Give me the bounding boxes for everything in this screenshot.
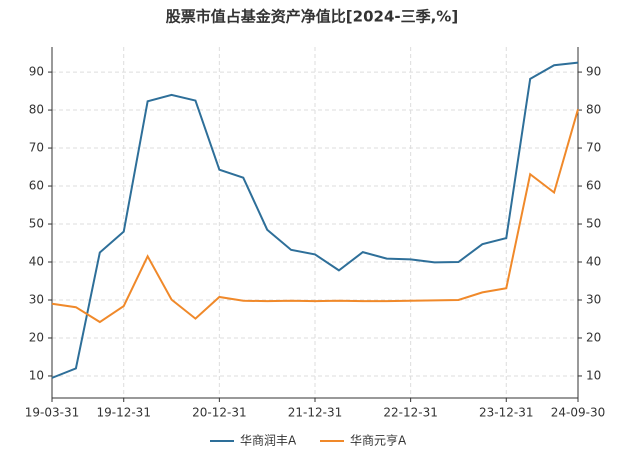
legend-label: 华商润丰A	[240, 433, 297, 448]
y-tick-label: 10	[29, 368, 44, 382]
chart-title: 股票市值占基金资产净值比[2024-三季,%]	[166, 8, 458, 26]
x-tick-label: 24-09-30	[551, 406, 605, 420]
y2-tick-label: 10	[586, 368, 601, 382]
x-tick-label: 19-03-31	[25, 406, 79, 420]
y2-tick-label: 90	[586, 65, 601, 79]
x-tick-label: 23-12-31	[479, 406, 533, 420]
y-tick-label: 20	[29, 330, 44, 344]
y-tick-label: 90	[29, 65, 44, 79]
series-line	[51, 61, 579, 379]
series-line	[51, 109, 579, 324]
legend-label: 华商元亨A	[350, 433, 407, 448]
y-tick-label: 80	[29, 103, 44, 117]
y2-tick-label: 30	[586, 292, 601, 306]
y-tick-label: 30	[29, 292, 44, 306]
x-tick-label: 22-12-31	[383, 406, 437, 420]
y2-tick-label: 20	[586, 330, 601, 344]
y2-tick-label: 80	[586, 103, 601, 117]
x-tick-label: 20-12-31	[192, 406, 246, 420]
y2-tick-label: 40	[586, 255, 601, 269]
x-tick-label: 21-12-31	[288, 406, 342, 420]
y-tick-label: 40	[29, 255, 44, 269]
y-tick-label: 60	[29, 179, 44, 193]
y2-tick-label: 50	[586, 217, 601, 231]
y2-tick-label: 70	[586, 141, 601, 155]
x-tick-label: 19-12-31	[96, 406, 150, 420]
y-tick-label: 70	[29, 141, 44, 155]
y2-tick-label: 60	[586, 179, 601, 193]
y-tick-label: 50	[29, 217, 44, 231]
